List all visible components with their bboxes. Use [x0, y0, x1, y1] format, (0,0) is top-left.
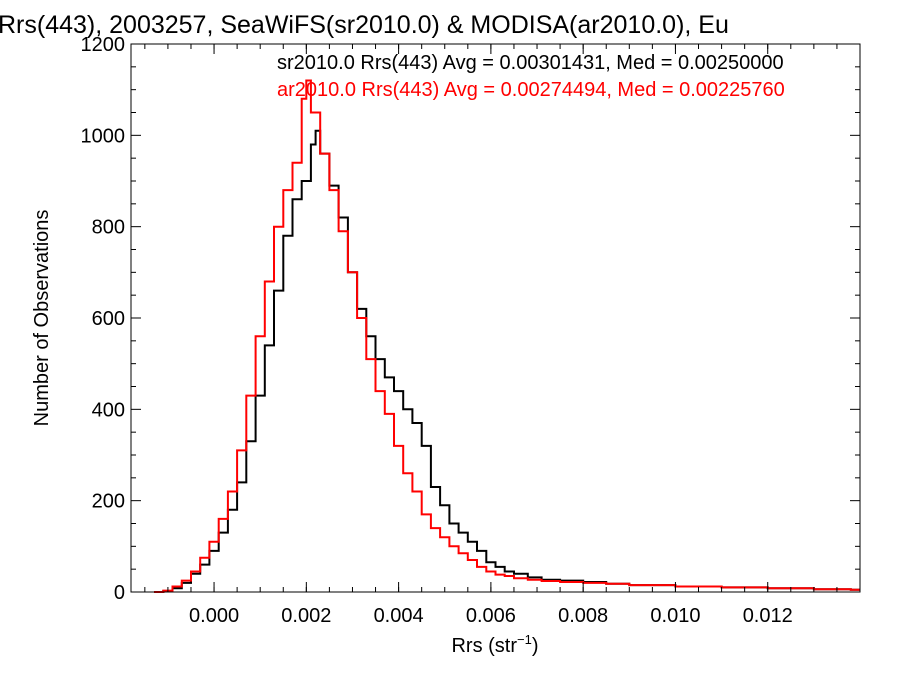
x-tick-label: 0.008	[558, 605, 608, 627]
y-tick-label: 400	[92, 399, 125, 421]
x-axis-label-superscript: −1	[517, 632, 532, 647]
y-tick-label: 1000	[81, 125, 126, 147]
y-axis-label: Number of Observations	[31, 210, 53, 427]
x-tick-label: 0.006	[466, 605, 516, 627]
y-tick-label: 200	[92, 491, 125, 513]
y-tick-label: 0	[114, 582, 125, 604]
x-tick-label: 0.002	[281, 605, 331, 627]
y-tick-label: 600	[92, 308, 125, 330]
series-line-1	[154, 79, 860, 593]
y-tick-label: 1200	[81, 34, 126, 56]
x-tick-label: 0.012	[743, 605, 793, 627]
plot-series	[154, 79, 860, 593]
x-axis-label-text: Rrs (str	[451, 635, 517, 657]
y-axis: 0 200 400 600 800 1000 1200	[81, 34, 860, 604]
plot-frame	[130, 43, 861, 593]
series-line-0	[154, 129, 860, 593]
x-axis-label-close: )	[532, 635, 539, 657]
x-tick-label: 0.004	[374, 605, 424, 627]
legend-entry-red: ar2010.0 Rrs(443) Avg = 0.00274494, Med …	[277, 79, 785, 101]
y-tick-label: 800	[92, 217, 125, 239]
x-tick-label: 0.000	[189, 605, 239, 627]
x-axis-label: Rrs (str−1)	[451, 632, 538, 657]
legend-entry-black: sr2010.0 Rrs(443) Avg = 0.00301431, Med …	[277, 52, 784, 74]
chart-title: Rrs(443), 2003257, SeaWiFS(sr2010.0) & M…	[0, 11, 729, 39]
x-axis: 0.000 0.002 0.004 0.006 0.008 0.010 0.012	[144, 44, 861, 627]
x-tick-label: 0.010	[650, 605, 700, 627]
